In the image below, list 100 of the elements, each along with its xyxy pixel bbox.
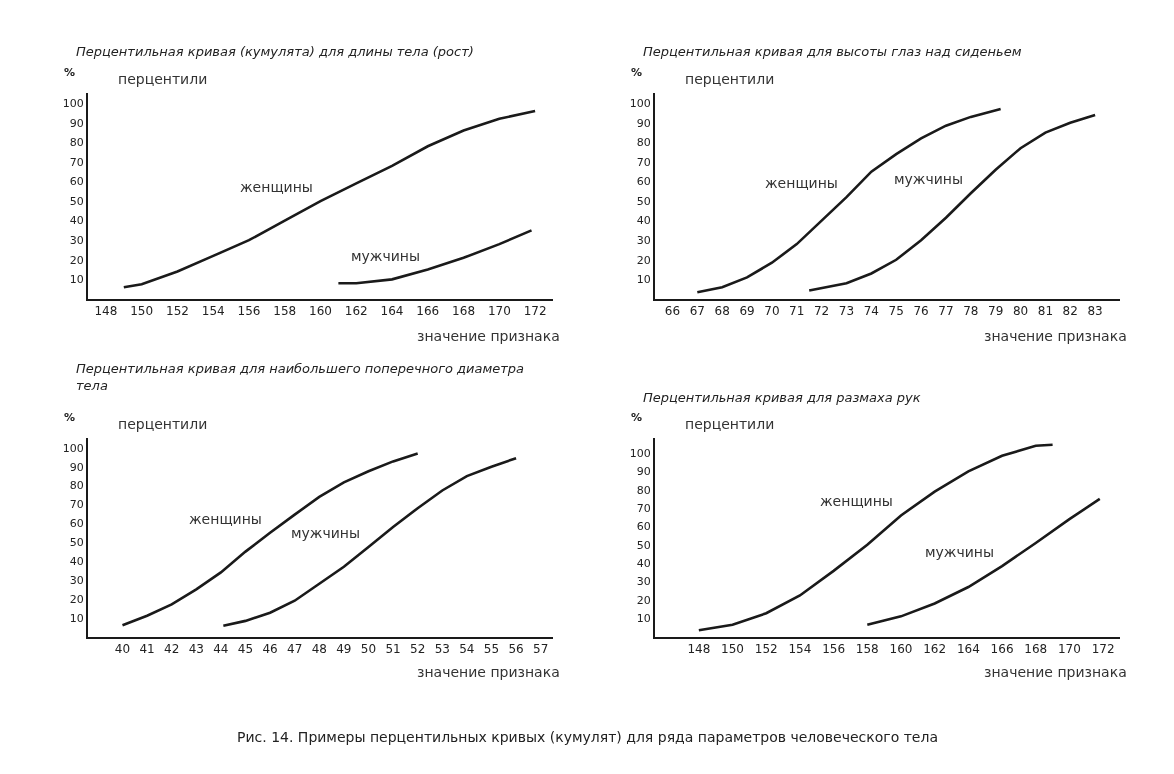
y-tick-label: 30 bbox=[636, 575, 651, 589]
x-tick-label: 162 bbox=[923, 641, 947, 656]
x-tick-label: 48 bbox=[311, 641, 327, 656]
x-tick-label: 52 bbox=[410, 641, 426, 656]
x-tick-label: 68 bbox=[714, 304, 730, 319]
x-tick-label: 168 bbox=[1024, 641, 1048, 656]
y-tick-label: 80 bbox=[636, 483, 651, 497]
y-tick-label: 100 bbox=[629, 97, 651, 111]
x-tick-label: 166 bbox=[990, 641, 1014, 656]
series-label: мужчины bbox=[925, 544, 995, 560]
x-tick-label: 154 bbox=[201, 304, 225, 319]
x-axis-title: значение признака bbox=[984, 664, 1127, 680]
x-tick-label: 81 bbox=[1037, 304, 1054, 319]
x-tick-label: 154 bbox=[788, 641, 812, 656]
x-tick-label: 170 bbox=[487, 304, 511, 319]
y-tick-label: 10 bbox=[69, 273, 84, 287]
y-tick-label: 20 bbox=[69, 592, 84, 606]
chart-title: Перцентильная кривая для высоты глаз над сиденьем bbox=[643, 44, 1022, 59]
x-tick-label: 82 bbox=[1062, 304, 1078, 319]
y-tick-label: 30 bbox=[636, 234, 651, 248]
x-tick-label: 50 bbox=[360, 641, 377, 656]
series-label: мужчины bbox=[351, 248, 421, 264]
x-tick-label: 46 bbox=[262, 641, 278, 656]
x-tick-label: 69 bbox=[739, 304, 755, 319]
x-tick-label: 156 bbox=[237, 304, 261, 319]
y-tick-label: 90 bbox=[69, 460, 84, 474]
y-tick-label: 40 bbox=[636, 214, 651, 228]
x-tick-label: 66 bbox=[664, 304, 681, 319]
x-tick-label: 166 bbox=[416, 304, 440, 319]
x-tick-label: 41 bbox=[139, 641, 155, 656]
y-tick-label: 90 bbox=[636, 116, 651, 130]
x-tick-label: 78 bbox=[963, 304, 979, 319]
x-tick-label: 55 bbox=[483, 641, 500, 656]
chart-subtitle: перцентили bbox=[685, 416, 775, 432]
x-tick-label: 148 bbox=[94, 304, 118, 319]
x-axis-title: значение признака bbox=[417, 664, 560, 680]
x-tick-label: 51 bbox=[385, 641, 401, 656]
y-tick-label: 20 bbox=[636, 253, 651, 267]
chart-title: Перцентильная кривая (кумулята) для длины тела (рост) bbox=[76, 44, 474, 59]
y-tick-label: 10 bbox=[69, 611, 84, 625]
x-tick-label: 158 bbox=[855, 641, 879, 656]
line-series bbox=[696, 107, 1002, 294]
x-tick-label: 152 bbox=[754, 641, 778, 656]
x-tick-label: 83 bbox=[1087, 304, 1103, 319]
y-axis-title: % bbox=[631, 66, 643, 79]
x-tick-label: 72 bbox=[813, 304, 830, 319]
x-tick-label: 148 bbox=[687, 641, 711, 656]
series-label: женщины bbox=[765, 175, 838, 191]
x-tick-label: 56 bbox=[508, 641, 524, 656]
x-tick-label: 172 bbox=[523, 304, 547, 319]
y-tick-label: 80 bbox=[69, 136, 84, 150]
chart-subtitle: перцентили bbox=[685, 71, 775, 87]
x-tick-label: 77 bbox=[938, 304, 954, 319]
series-label: женщины bbox=[820, 493, 893, 509]
y-tick-label: 60 bbox=[69, 175, 84, 189]
x-tick-label: 44 bbox=[213, 641, 229, 656]
y-tick-label: 70 bbox=[636, 155, 651, 169]
series-label: женщины bbox=[189, 511, 262, 527]
y-tick-label: 30 bbox=[69, 573, 84, 587]
chart-title: Перцентильная кривая для размаха рук bbox=[643, 390, 921, 405]
x-tick-label: 45 bbox=[237, 641, 254, 656]
x-tick-label: 73 bbox=[838, 304, 855, 319]
text: Рис. 14. Примеры перцентильных кривых (кумулят) для ряда параметров человеческого тела bbox=[237, 729, 938, 745]
x-tick-label: 152 bbox=[166, 304, 189, 319]
x-tick-label: 160 bbox=[309, 304, 332, 319]
y-tick-label: 50 bbox=[69, 194, 84, 208]
x-tick-label: 47 bbox=[287, 641, 303, 656]
x-tick-label: 67 bbox=[689, 304, 705, 319]
y-tick-label: 50 bbox=[636, 538, 651, 552]
x-tick-label: 158 bbox=[273, 304, 297, 319]
series-label: мужчины bbox=[894, 171, 964, 187]
line-series bbox=[122, 109, 537, 289]
y-tick-label: 10 bbox=[636, 612, 651, 626]
y-tick-label: 10 bbox=[636, 273, 651, 287]
y-tick-label: 70 bbox=[69, 498, 84, 512]
y-tick-label: 20 bbox=[69, 253, 84, 267]
x-tick-label: 80 bbox=[1012, 304, 1029, 319]
line-series bbox=[121, 452, 419, 627]
x-tick-label: 172 bbox=[1091, 641, 1115, 656]
x-tick-label: 156 bbox=[822, 641, 846, 656]
y-tick-label: 50 bbox=[636, 194, 651, 208]
x-tick-label: 49 bbox=[336, 641, 352, 656]
y-tick-label: 30 bbox=[69, 234, 84, 248]
series-label: мужчины bbox=[291, 525, 361, 541]
chart-subtitle: перцентили bbox=[118, 71, 208, 87]
y-axis-title: % bbox=[64, 411, 76, 424]
x-tick-label: 168 bbox=[452, 304, 476, 319]
x-tick-label: 150 bbox=[130, 304, 154, 319]
y-tick-label: 80 bbox=[636, 136, 651, 150]
y-axis-title: % bbox=[64, 66, 76, 79]
y-tick-label: 40 bbox=[69, 554, 84, 568]
x-tick-label: 75 bbox=[888, 304, 904, 319]
y-tick-label: 100 bbox=[62, 97, 84, 111]
x-tick-label: 76 bbox=[913, 304, 929, 319]
chart-title: Перцентильная кривая для наибольшего поперечного диаметра тела bbox=[76, 361, 525, 393]
x-tick-label: 42 bbox=[164, 641, 180, 656]
x-tick-label: 74 bbox=[863, 304, 879, 319]
y-tick-label: 40 bbox=[69, 214, 84, 228]
y-tick-label: 100 bbox=[62, 441, 84, 455]
y-tick-label: 50 bbox=[69, 536, 84, 550]
